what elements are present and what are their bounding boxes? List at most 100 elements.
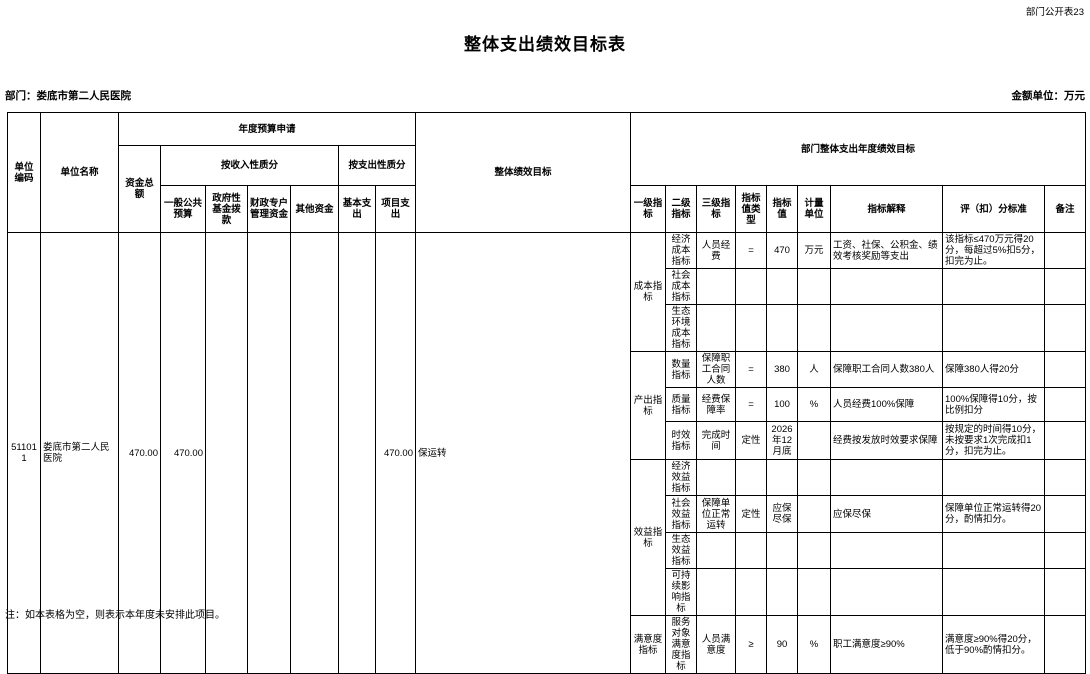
indicator-row: 生态环境成本指标 bbox=[8, 304, 1087, 352]
header-by-expenditure-nature: 按支出性质分 bbox=[338, 145, 416, 186]
cell-level3: 保障职工合同人数 bbox=[696, 351, 736, 388]
cell-level2: 生态效益指标 bbox=[665, 532, 697, 569]
cell-unit bbox=[797, 304, 831, 352]
header-unit-code: 单位编码 bbox=[7, 112, 41, 233]
cell-level2: 经济效益指标 bbox=[665, 459, 697, 496]
cell-unit bbox=[797, 568, 831, 616]
header-overall-target: 整体绩效目标 bbox=[415, 112, 631, 233]
header-measure-unit: 计量单位 bbox=[797, 185, 831, 233]
header-row-2: 资金总额 按收入性质分 按支出性质分 bbox=[8, 145, 1086, 233]
indicator-row: 社会成本指标 bbox=[8, 268, 1087, 305]
cell-remark bbox=[1043, 304, 1087, 352]
cell-value-type bbox=[735, 268, 767, 305]
department-label: 部门：娄底市第二人民医院 bbox=[5, 90, 131, 102]
performance-target-table: 单位编码 单位名称 年度预算申请 整体绩效目标 部门整体支出年度绩效目标 资金总… bbox=[7, 112, 1087, 674]
cell-remark bbox=[1043, 351, 1087, 388]
cell-level3 bbox=[696, 304, 736, 352]
cell-scoring: 100%保障得10分，按比例扣分 bbox=[942, 387, 1045, 422]
cell-remark bbox=[1043, 568, 1087, 616]
cell-explanation bbox=[830, 304, 943, 352]
cell-fiscal-special-account bbox=[247, 232, 291, 674]
cell-unit-name: 娄底市第二人民医院 bbox=[40, 232, 119, 674]
cell-unit: % bbox=[797, 615, 831, 674]
header-row-1: 单位编码 单位名称 年度预算申请 整体绩效目标 部门整体支出年度绩效目标 bbox=[7, 112, 1087, 233]
cell-scoring bbox=[942, 532, 1045, 569]
cell-value: 2026年12月底 bbox=[766, 421, 798, 460]
indicator-row: 生态效益指标 bbox=[8, 532, 1087, 569]
cell-unit: 人 bbox=[797, 351, 831, 388]
cell-value-type bbox=[735, 532, 767, 569]
cell-scoring bbox=[942, 568, 1045, 616]
cell-level3: 保障单位正常运转 bbox=[696, 495, 736, 533]
cell-explanation: 工资、社保、公积金、绩效考核奖励等支出 bbox=[830, 232, 943, 269]
cell-level2: 时效指标 bbox=[665, 421, 697, 460]
cell-unit bbox=[797, 268, 831, 305]
cell-value bbox=[766, 304, 798, 352]
cell-value: 380 bbox=[766, 351, 798, 388]
cell-value-type bbox=[735, 304, 767, 352]
cell-level2: 服务对象满意度指标 bbox=[665, 615, 697, 674]
cell-other-funds bbox=[290, 232, 339, 674]
header-row-3: 一般公共预算 政府性基金拨款 财政专户管理资金 其他资金 基本支出 项目支出 一… bbox=[8, 185, 1087, 233]
cell-remark bbox=[1043, 232, 1087, 269]
cell-remark bbox=[1043, 532, 1087, 569]
cell-level2: 社会成本指标 bbox=[665, 268, 697, 305]
cell-explanation: 经费按发放时效要求保障 bbox=[830, 421, 943, 460]
cell-unit bbox=[797, 459, 831, 496]
header-level2: 二级指标 bbox=[665, 185, 697, 233]
cell-value bbox=[766, 568, 798, 616]
header-value: 指标值 bbox=[766, 185, 798, 233]
cell-explanation bbox=[830, 268, 943, 305]
cell-value: 90 bbox=[766, 615, 798, 674]
cell-unit: 万元 bbox=[797, 232, 831, 269]
cell-level3: 经费保障率 bbox=[696, 387, 736, 422]
indicator-row: 效益指标 经济效益指标 bbox=[8, 459, 1087, 616]
cell-level2: 经济成本指标 bbox=[665, 232, 697, 269]
cell-value: 470 bbox=[766, 232, 798, 269]
table-footnote: 注：如本表格为空，则表示本年度未安排此项目。 bbox=[5, 610, 225, 621]
cell-value-type: ≥ bbox=[735, 615, 767, 674]
cell-explanation bbox=[830, 459, 943, 496]
indicator-row: 时效指标 完成时间 定性 2026年12月底 经费按发放时效要求保障 按规定的时… bbox=[8, 421, 1087, 460]
cell-unit: % bbox=[797, 387, 831, 422]
header-fiscal-special-account: 财政专户管理资金 bbox=[247, 185, 291, 233]
cell-level2: 数量指标 bbox=[665, 351, 697, 388]
cell-value: 应保尽保 bbox=[766, 495, 798, 533]
indicator-row: 质量指标 经费保障率 = 100 % 人员经费100%保障 100%保障得10分… bbox=[8, 387, 1087, 422]
cell-remark bbox=[1043, 268, 1087, 305]
cell-explanation: 保障职工合同人数380人 bbox=[830, 351, 943, 388]
cell-level2: 社会效益指标 bbox=[665, 495, 697, 533]
cell-value-type bbox=[735, 568, 767, 616]
header-basic-expenditure: 基本支出 bbox=[338, 185, 376, 233]
cell-level2: 质量指标 bbox=[665, 387, 697, 422]
page-title: 整体支出绩效目标表 bbox=[464, 35, 626, 54]
cell-level1: 成本指标 bbox=[630, 232, 666, 352]
header-remark: 备注 bbox=[1043, 185, 1087, 233]
cell-level3: 完成时间 bbox=[696, 421, 736, 460]
cell-project-expenditure: 470.00 bbox=[375, 232, 416, 674]
cell-value-type bbox=[735, 459, 767, 496]
cell-value-type: 定性 bbox=[735, 495, 767, 533]
cell-level1: 满意度指标 bbox=[630, 615, 666, 674]
cell-level2: 生态环境成本指标 bbox=[665, 304, 697, 352]
cell-explanation: 职工满意度≥90% bbox=[830, 615, 943, 674]
cell-basic-expenditure bbox=[338, 232, 376, 674]
cell-remark bbox=[1043, 615, 1087, 674]
cell-scoring: 保障380人得20分 bbox=[942, 351, 1045, 388]
cell-level1: 产出指标 bbox=[630, 351, 666, 460]
cell-level3: 人员经费 bbox=[696, 232, 736, 269]
cell-remark bbox=[1043, 495, 1087, 533]
cell-explanation bbox=[830, 568, 943, 616]
corner-label: 部门公开表23 bbox=[1025, 7, 1084, 18]
cell-unit-code: 511011 bbox=[7, 232, 41, 674]
cell-explanation: 应保尽保 bbox=[830, 495, 943, 533]
cell-scoring: 按规定的时间得10分，未按要求1次完成扣1分，扣完为止。 bbox=[942, 421, 1045, 460]
cell-value-type: = bbox=[735, 351, 767, 388]
header-explanation: 指标解释 bbox=[830, 185, 943, 233]
cell-level3 bbox=[696, 532, 736, 569]
cell-level3 bbox=[696, 459, 736, 496]
header-total-funds: 资金总额 bbox=[118, 145, 161, 233]
indicator-row: 511011 娄底市第二人民医院 470.00 470.00 470.00 保运… bbox=[7, 232, 1087, 674]
cell-level2: 可持续影响指标 bbox=[665, 568, 697, 616]
cell-unit bbox=[797, 495, 831, 533]
